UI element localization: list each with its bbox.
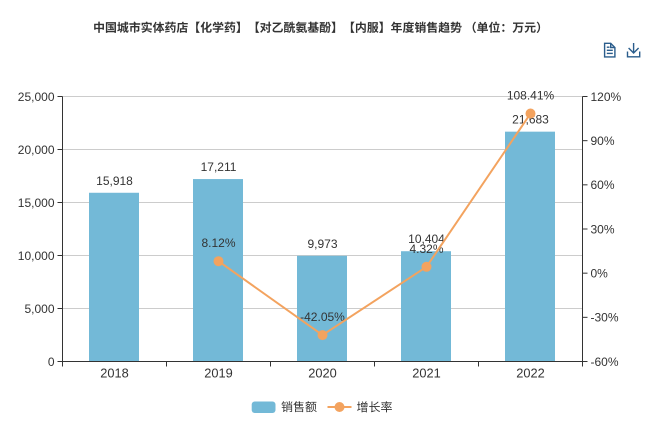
svg-text:2020: 2020 — [308, 366, 336, 381]
svg-text:2022: 2022 — [516, 366, 544, 381]
svg-text:21,683: 21,683 — [512, 113, 549, 127]
svg-text:108.41%: 108.41% — [507, 89, 555, 103]
svg-text:5,000: 5,000 — [24, 302, 54, 316]
svg-text:20,000: 20,000 — [18, 143, 55, 157]
svg-text:10,000: 10,000 — [18, 249, 55, 263]
svg-text:2021: 2021 — [412, 366, 440, 381]
svg-text:8.12%: 8.12% — [201, 236, 235, 250]
svg-text:10,404: 10,404 — [408, 232, 445, 246]
svg-text:60%: 60% — [591, 178, 615, 192]
svg-text:-60%: -60% — [591, 355, 619, 369]
svg-text:30%: 30% — [591, 222, 615, 236]
svg-text:15,000: 15,000 — [18, 196, 55, 210]
svg-text:2018: 2018 — [100, 366, 128, 381]
svg-text:25,000: 25,000 — [18, 90, 55, 104]
svg-text:15,918: 15,918 — [96, 174, 133, 188]
svg-text:17,211: 17,211 — [201, 160, 237, 174]
svg-text:120%: 120% — [591, 90, 622, 104]
svg-text:0%: 0% — [591, 267, 609, 281]
svg-text:0: 0 — [48, 355, 55, 369]
svg-text:2019: 2019 — [204, 366, 232, 381]
svg-text:-30%: -30% — [591, 311, 619, 325]
svg-text:-42.05%: -42.05% — [300, 310, 345, 324]
svg-text:90%: 90% — [591, 134, 615, 148]
svg-text:9,973: 9,973 — [307, 237, 337, 251]
